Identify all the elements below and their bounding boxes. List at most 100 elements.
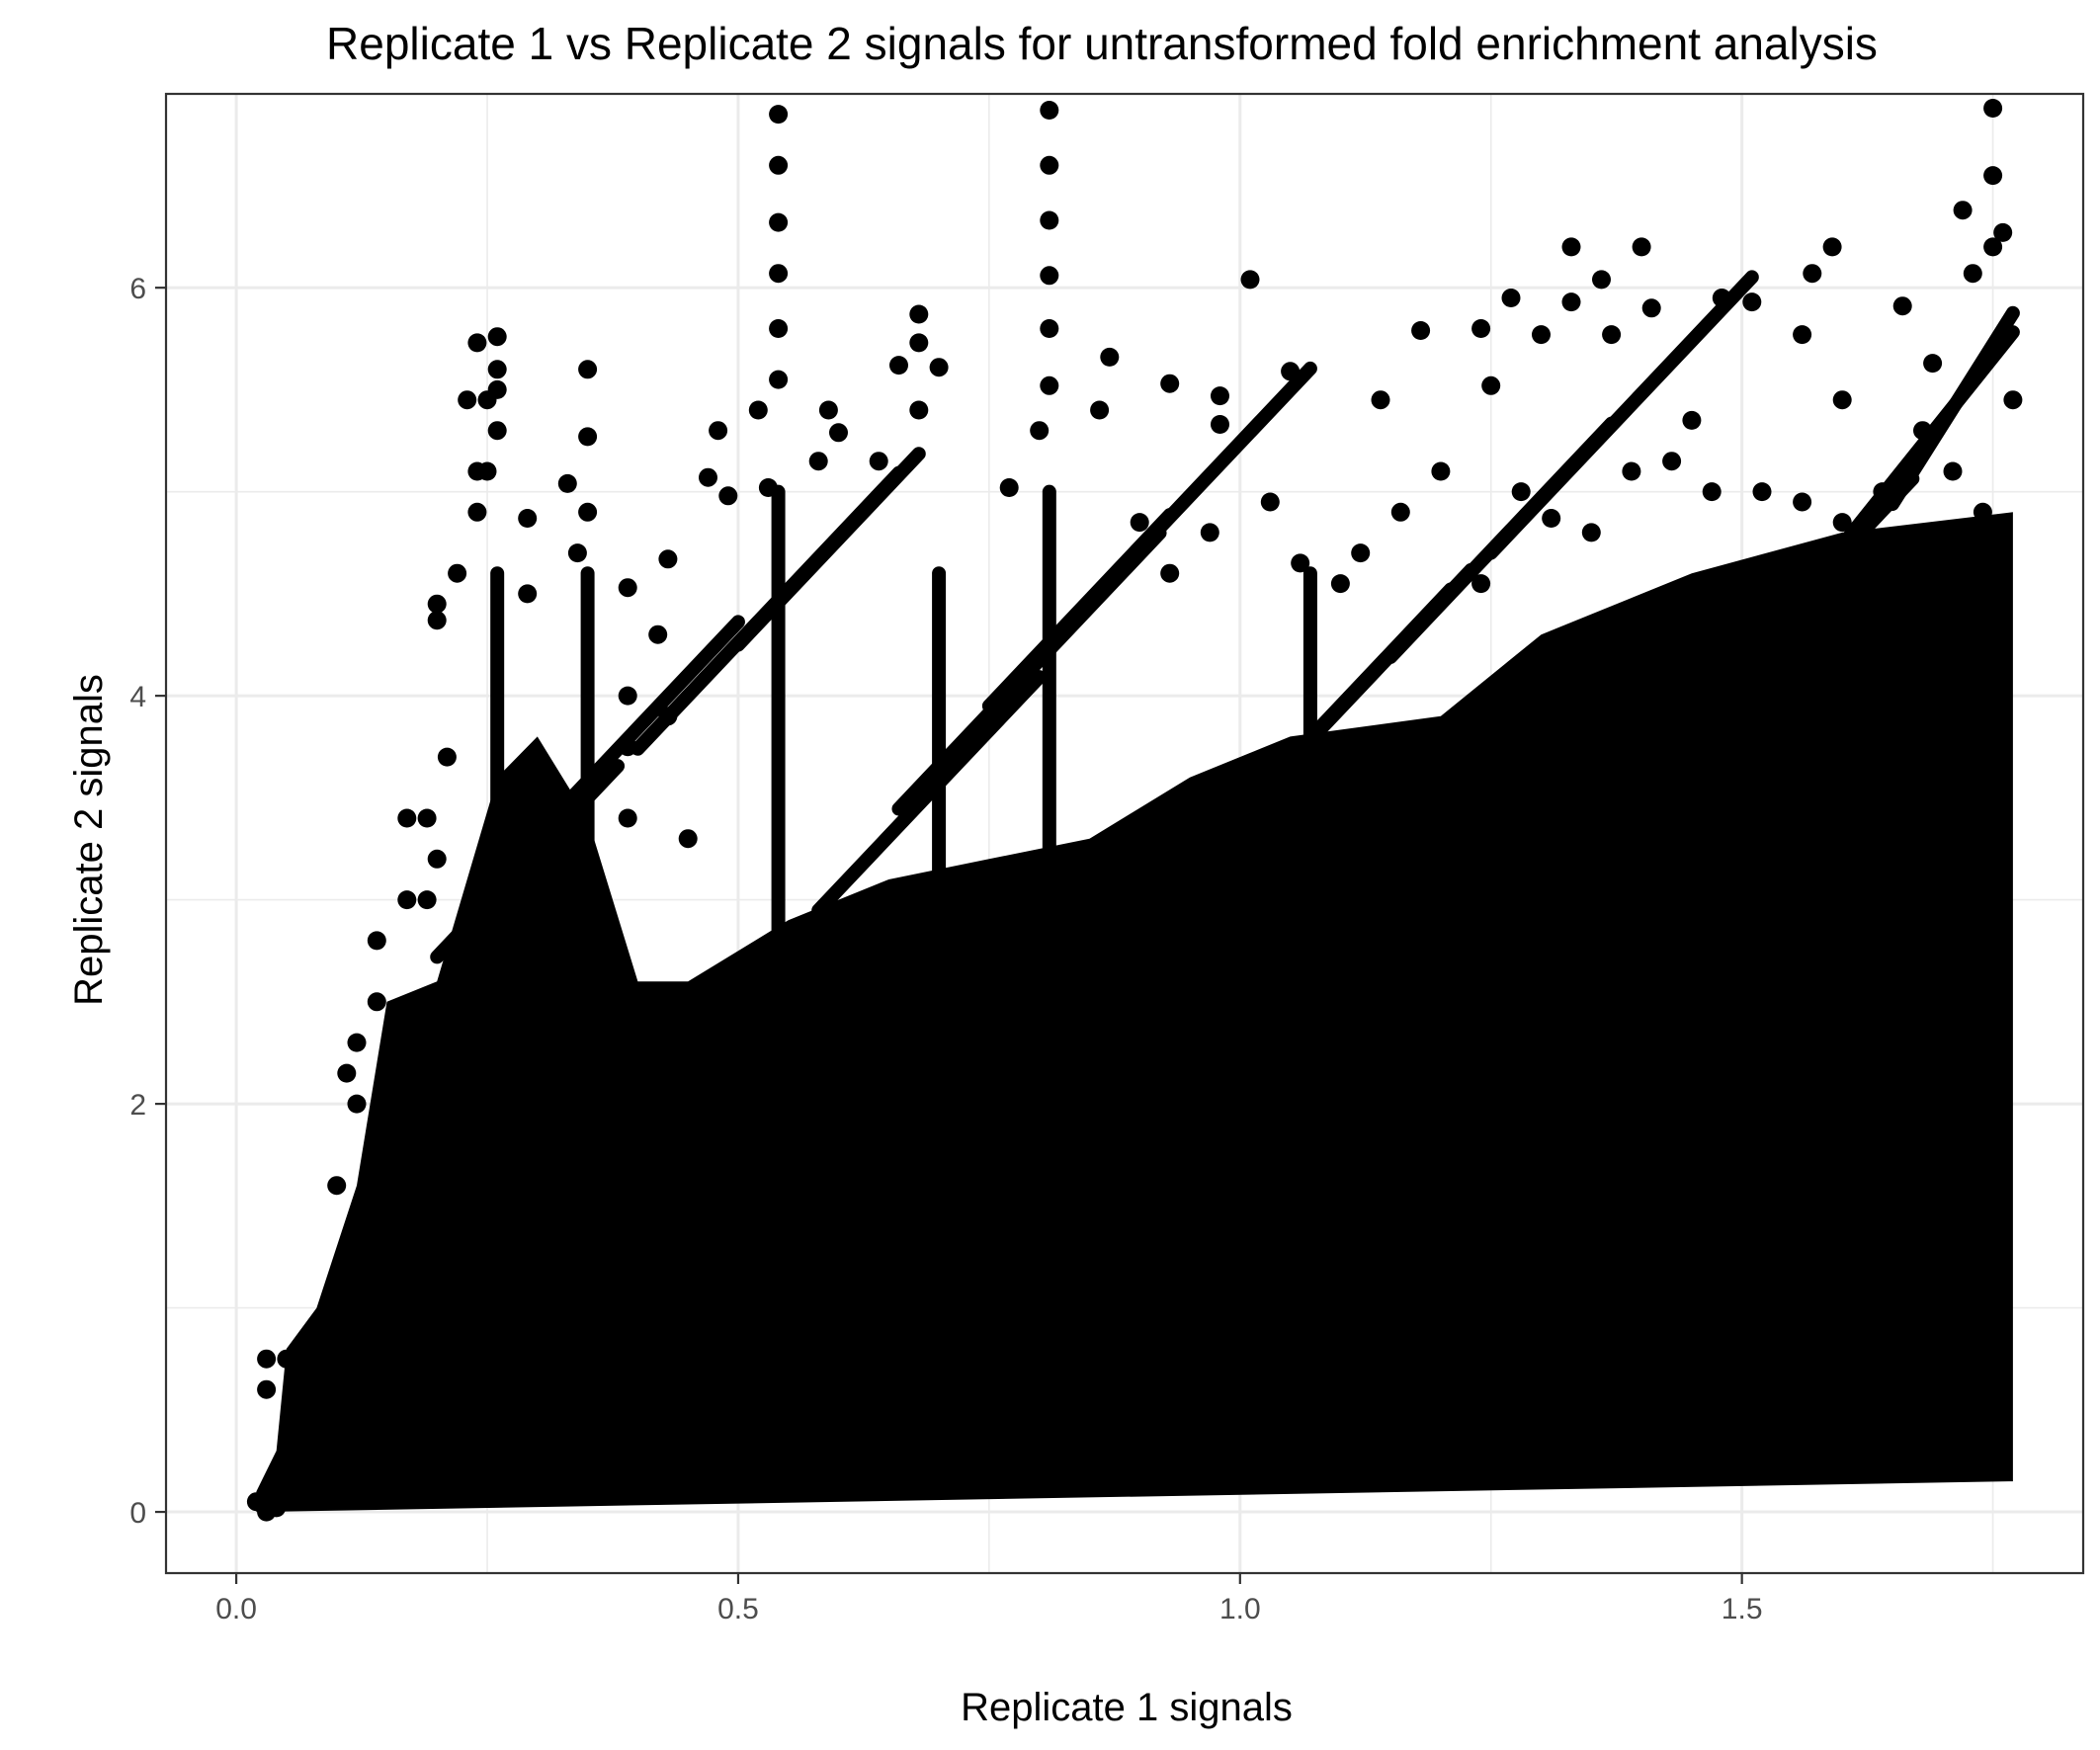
data-point xyxy=(1431,461,1451,481)
data-point xyxy=(277,1349,296,1369)
data-point xyxy=(417,890,437,910)
data-point xyxy=(1632,237,1651,257)
data-point xyxy=(1793,325,1812,345)
data-point xyxy=(397,890,417,910)
data-point xyxy=(1602,325,1622,345)
data-point xyxy=(808,452,828,471)
data-point xyxy=(678,829,698,849)
data-point xyxy=(487,379,507,399)
data-point xyxy=(487,421,507,441)
data-point xyxy=(1542,509,1561,528)
data-point xyxy=(467,461,487,481)
data-point xyxy=(1712,289,1731,307)
data-point xyxy=(1983,166,2003,186)
diagonal-streak xyxy=(730,447,926,652)
data-point xyxy=(999,478,1019,497)
data-point xyxy=(257,1379,277,1399)
data-point xyxy=(1351,543,1371,563)
data-point xyxy=(909,400,929,420)
data-point xyxy=(1040,319,1059,338)
diagonal-streak xyxy=(1886,305,2020,512)
data-point xyxy=(1832,390,1852,410)
data-point xyxy=(437,747,457,767)
y-axis-title: Replicate 2 signals xyxy=(67,674,111,1006)
data-point xyxy=(257,1349,277,1369)
chart-title: Replicate 1 vs Replicate 2 signals for u… xyxy=(326,18,1878,69)
data-point xyxy=(518,509,538,528)
data-point xyxy=(1923,354,1943,374)
x-axis: 0.0 0.5 1.0 1.5 xyxy=(215,1573,1763,1625)
data-point xyxy=(1281,362,1301,381)
data-point xyxy=(1471,319,1491,338)
data-point xyxy=(658,549,678,569)
data-point xyxy=(1892,296,1912,316)
data-point xyxy=(1561,237,1581,257)
data-point xyxy=(769,155,789,175)
data-point xyxy=(1973,502,1992,522)
data-point xyxy=(1390,502,1410,522)
data-point xyxy=(467,333,487,353)
data-point xyxy=(1040,155,1059,175)
data-point xyxy=(1481,375,1501,395)
data-point xyxy=(578,360,598,379)
data-point xyxy=(427,611,447,630)
data-point xyxy=(487,327,507,347)
data-point xyxy=(1291,553,1310,573)
data-point xyxy=(1330,574,1350,594)
data-point xyxy=(1040,375,1059,395)
y-tick-label: 0 xyxy=(129,1497,146,1530)
data-point xyxy=(1040,266,1059,286)
data-point xyxy=(769,370,789,389)
data-point xyxy=(1662,452,1682,471)
data-point xyxy=(1873,482,1892,502)
data-point xyxy=(1030,421,1050,441)
data-point xyxy=(1200,523,1219,542)
data-point xyxy=(1511,482,1531,502)
data-point xyxy=(709,421,728,441)
panel-border xyxy=(164,92,2085,1575)
x-tick-label: 0.5 xyxy=(717,1593,759,1625)
data-point xyxy=(347,1033,367,1052)
dense-point-cloud xyxy=(256,270,2020,1513)
data-points xyxy=(246,99,2023,1522)
y-tick-label: 6 xyxy=(129,273,146,305)
plot-panel xyxy=(164,92,2085,1575)
data-point xyxy=(1240,270,1260,290)
data-point xyxy=(1090,400,1110,420)
data-point xyxy=(1160,374,1180,393)
data-point xyxy=(1963,264,1982,284)
data-point xyxy=(1040,101,1059,120)
data-point xyxy=(427,849,447,869)
data-point xyxy=(909,304,929,324)
data-point xyxy=(618,808,637,828)
data-point xyxy=(769,105,789,125)
diagonal-streak xyxy=(811,670,1047,918)
data-point xyxy=(1501,289,1521,307)
data-point xyxy=(1211,415,1229,434)
data-point xyxy=(658,707,678,726)
data-point xyxy=(458,390,477,410)
data-point xyxy=(1983,99,2003,118)
data-point xyxy=(578,502,598,522)
data-point xyxy=(1913,421,1932,441)
data-point xyxy=(829,423,848,443)
data-point xyxy=(1211,386,1229,406)
data-point xyxy=(1983,237,2003,257)
x-tick-label: 1.0 xyxy=(1219,1593,1261,1625)
data-point xyxy=(1040,210,1059,230)
data-point xyxy=(1953,201,1973,220)
data-point xyxy=(1793,492,1812,512)
data-point xyxy=(1532,325,1551,345)
data-point xyxy=(347,1094,367,1114)
data-point xyxy=(648,625,668,644)
y-tick-label: 4 xyxy=(129,681,146,713)
data-point xyxy=(1993,222,2013,242)
data-point xyxy=(367,992,386,1012)
data-point xyxy=(1742,292,1762,312)
data-point xyxy=(327,1176,347,1196)
x-tick-label: 1.5 xyxy=(1722,1593,1763,1625)
data-point xyxy=(618,578,637,598)
data-point xyxy=(1581,523,1601,542)
data-point xyxy=(1832,513,1852,533)
data-point xyxy=(818,400,838,420)
